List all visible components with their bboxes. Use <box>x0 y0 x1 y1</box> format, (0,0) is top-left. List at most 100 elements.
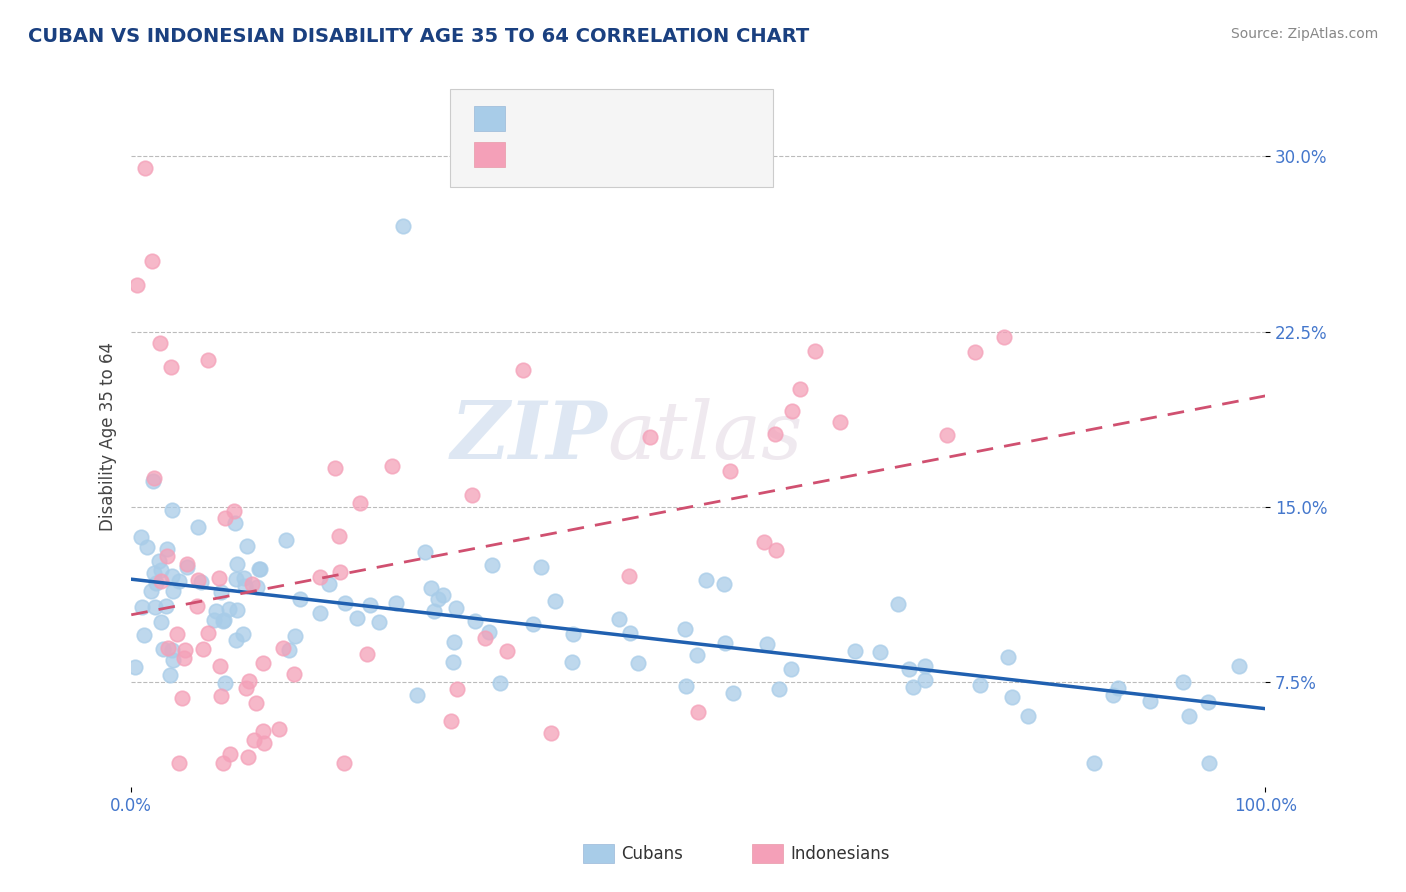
Point <box>160 503 183 517</box>
Point <box>124 660 146 674</box>
Point <box>208 571 231 585</box>
Text: atlas: atlas <box>607 398 803 475</box>
Point <box>512 363 534 377</box>
Point <box>779 662 801 676</box>
Point <box>461 488 484 502</box>
Point <box>214 510 236 524</box>
Point <box>562 627 585 641</box>
Text: N =: N = <box>623 145 665 163</box>
Point <box>209 690 232 704</box>
Point <box>540 726 562 740</box>
Point <box>887 597 910 611</box>
Text: Source: ZipAtlas.com: Source: ZipAtlas.com <box>1230 27 1378 41</box>
Point <box>789 382 811 396</box>
Point <box>969 678 991 692</box>
Point <box>423 604 446 618</box>
Point <box>160 569 183 583</box>
Point <box>385 596 408 610</box>
Point <box>271 640 294 655</box>
Point <box>1107 681 1129 696</box>
Point <box>252 657 274 671</box>
Point <box>197 352 219 367</box>
Point <box>617 569 640 583</box>
Point <box>136 540 159 554</box>
Text: Indonesians: Indonesians <box>790 845 890 863</box>
Point <box>187 520 209 534</box>
Text: R =: R = <box>513 110 550 128</box>
Point <box>142 566 165 580</box>
Point <box>1178 709 1201 723</box>
Point <box>160 359 183 374</box>
Point <box>754 534 776 549</box>
Point <box>688 705 710 719</box>
Point <box>156 549 179 563</box>
Point <box>686 648 709 662</box>
Point <box>368 615 391 630</box>
Point <box>965 344 987 359</box>
Point <box>780 404 803 418</box>
Point <box>222 504 245 518</box>
Point <box>267 722 290 736</box>
Point <box>162 583 184 598</box>
Point <box>713 577 735 591</box>
Point <box>288 592 311 607</box>
Point <box>187 573 209 587</box>
Point <box>145 576 167 591</box>
Point <box>205 605 228 619</box>
Text: Cubans: Cubans <box>621 845 683 863</box>
Point <box>359 599 381 613</box>
Point <box>233 571 256 585</box>
Point <box>763 426 786 441</box>
Point <box>1227 659 1250 673</box>
Point <box>233 579 256 593</box>
Point <box>225 572 247 586</box>
Point <box>166 627 188 641</box>
Point <box>478 624 501 639</box>
Point <box>148 554 170 568</box>
Point <box>125 277 148 292</box>
Point <box>1171 674 1194 689</box>
Point <box>392 219 415 234</box>
Point <box>673 622 696 636</box>
Point <box>1139 694 1161 708</box>
Point <box>283 666 305 681</box>
Point <box>1197 695 1219 709</box>
Point <box>240 577 263 591</box>
Point <box>169 756 191 771</box>
Point <box>333 756 356 771</box>
Point <box>156 542 179 557</box>
Point <box>253 736 276 750</box>
Point <box>225 558 247 572</box>
Point <box>150 563 173 577</box>
Point <box>869 645 891 659</box>
Point <box>238 674 260 689</box>
Point <box>765 543 787 558</box>
Point <box>141 254 163 268</box>
Point <box>1083 756 1105 771</box>
Point <box>464 614 486 628</box>
Point <box>619 625 641 640</box>
Point <box>129 530 152 544</box>
Point <box>132 628 155 642</box>
Point <box>218 602 240 616</box>
Point <box>349 496 371 510</box>
Point <box>238 750 260 764</box>
Point <box>152 641 174 656</box>
Point <box>224 516 246 530</box>
Point <box>441 656 464 670</box>
Point <box>444 600 467 615</box>
Point <box>211 756 233 771</box>
Text: 68: 68 <box>671 145 692 163</box>
Point <box>170 691 193 706</box>
Point <box>356 648 378 662</box>
Point <box>176 558 198 572</box>
Point <box>828 415 851 429</box>
Text: -0.311: -0.311 <box>555 110 609 128</box>
Point <box>159 668 181 682</box>
Point <box>804 344 827 359</box>
Point <box>914 673 936 688</box>
Point <box>143 471 166 485</box>
Point <box>768 681 790 696</box>
Point <box>844 644 866 658</box>
Text: N =: N = <box>623 110 659 128</box>
